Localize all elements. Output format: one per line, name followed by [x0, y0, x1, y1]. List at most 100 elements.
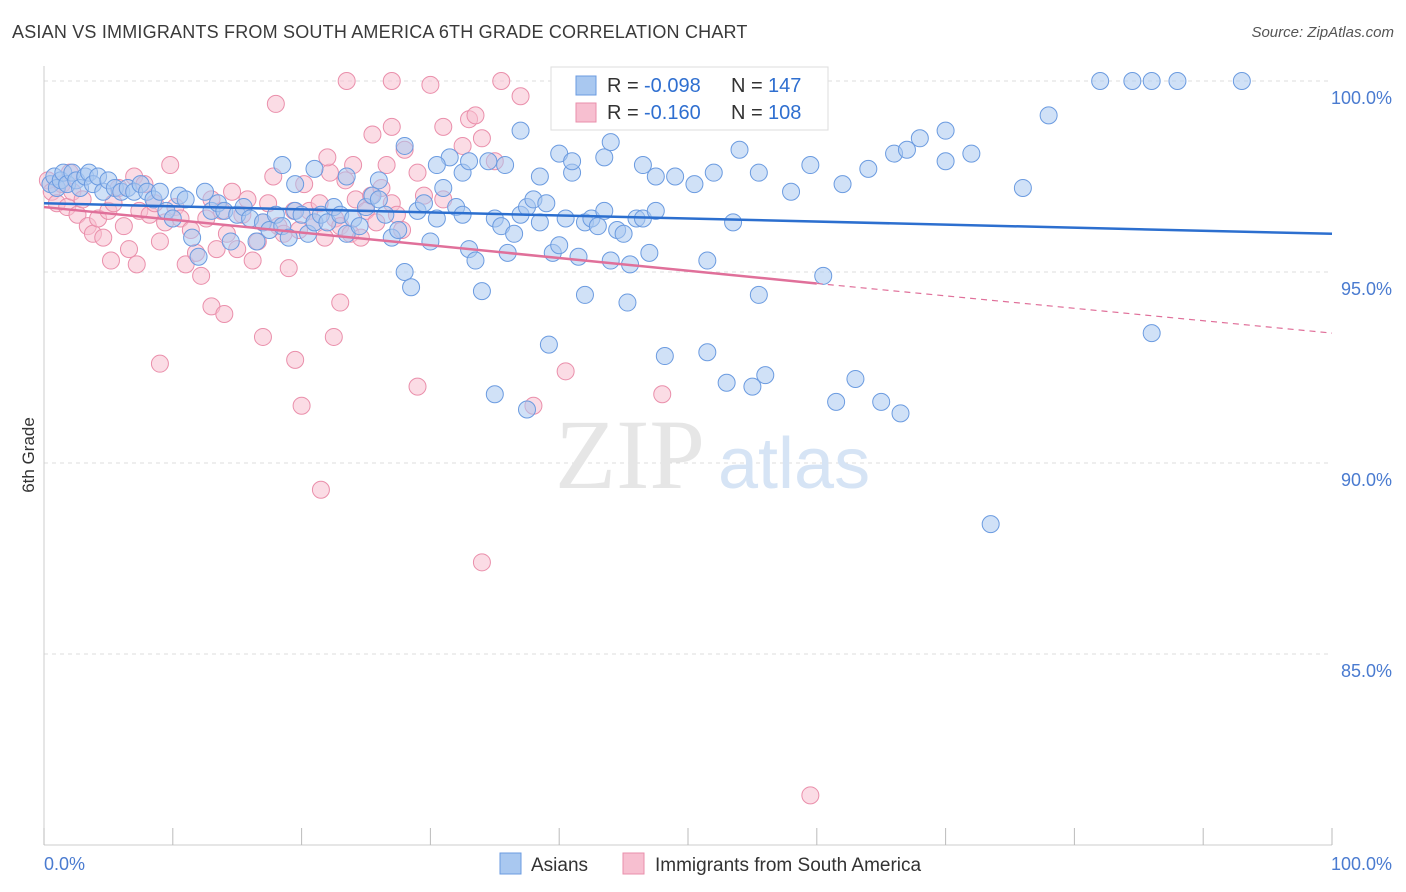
asian-point [782, 182, 801, 201]
asian-point [1232, 72, 1251, 90]
asian-point [640, 243, 659, 262]
y-axis-label: 6th Grade [19, 417, 38, 493]
stats-swatch-asian [575, 75, 597, 96]
asian-point [685, 175, 704, 194]
asian-point [472, 282, 491, 301]
stats-n-label-sa: N = [731, 102, 763, 124]
stats-n-value-asian: 147 [768, 75, 801, 97]
sa-point [311, 480, 330, 499]
legend-swatch-sa [622, 852, 645, 875]
stats-r-label-sa: R = [607, 102, 639, 124]
asian-point [427, 156, 446, 175]
sa-point [466, 106, 485, 125]
asian-point [859, 159, 878, 178]
x-tick-label-min: 0.0% [44, 854, 85, 874]
sa-point [492, 72, 511, 90]
asian-point [666, 167, 685, 186]
stats-r-value-asian: -0.098 [644, 75, 701, 97]
asian-point [981, 515, 1000, 534]
asian-point [402, 278, 421, 297]
sa-point [331, 293, 350, 312]
asian-point [434, 178, 453, 197]
stats-r-value-sa: -0.160 [644, 102, 701, 124]
asian-point [1142, 72, 1161, 90]
asian-point [563, 152, 582, 171]
asian-point [395, 263, 414, 281]
sa-point [253, 327, 272, 346]
asian-point [537, 194, 556, 213]
asian-point [460, 152, 479, 171]
asian-point [814, 266, 833, 285]
sa-point [801, 786, 820, 805]
asian-point [749, 163, 768, 182]
asian-point [479, 152, 498, 171]
sa-point [286, 350, 305, 369]
asian-point [614, 224, 633, 243]
x-tick-label-max: 100.0% [1331, 854, 1392, 874]
asian-point [286, 175, 305, 194]
asian-point [511, 121, 530, 140]
y-tick-label: 95.0% [1341, 279, 1392, 299]
sa-point [114, 217, 133, 236]
stats-box-frame [550, 66, 829, 131]
asian-point [588, 217, 607, 236]
asian-point [962, 144, 981, 163]
sa-point [472, 129, 491, 148]
asian-point [376, 205, 395, 224]
asian-point [1039, 106, 1058, 125]
asian-point [646, 201, 665, 220]
legend-label-asian: Asians [531, 855, 588, 876]
asian-point [891, 404, 910, 423]
sa-point [120, 240, 139, 259]
asian-point [247, 232, 266, 251]
asian-point [698, 251, 717, 270]
asian-point [827, 392, 846, 411]
source-credit: Source: ZipAtlas.com [1251, 24, 1394, 41]
asian-point [601, 251, 620, 270]
asian-point [1091, 72, 1110, 90]
asian-point [279, 228, 298, 247]
asian-point [1123, 72, 1142, 90]
asian-point [1013, 178, 1032, 197]
asian-point [833, 175, 852, 194]
stats-swatch-sa [575, 102, 597, 123]
sa-point [318, 148, 337, 167]
asian-point [846, 369, 865, 388]
sa-point [207, 240, 226, 259]
sa-point [223, 182, 242, 201]
asian-point [350, 217, 369, 236]
sa-trend-line-dashed [816, 282, 1333, 334]
sa-point [279, 259, 298, 278]
sa-point [434, 117, 453, 136]
y-tick-label: 90.0% [1341, 470, 1392, 490]
asian-point [575, 285, 594, 304]
sa-point [363, 125, 382, 144]
sa-point [653, 385, 672, 404]
asian-point [646, 167, 665, 186]
asian-point [730, 140, 749, 159]
sa-point [127, 255, 146, 274]
asian-point [601, 133, 620, 152]
asian-point [221, 232, 240, 251]
sa-point [453, 136, 472, 155]
sa-point [161, 156, 180, 175]
sa-point [192, 266, 211, 285]
asian-point [872, 392, 891, 411]
sa-point [382, 72, 401, 90]
watermark: ZIP atlas [555, 399, 870, 510]
asian-point [505, 224, 524, 243]
asian-point [369, 190, 388, 209]
asian-point [176, 190, 195, 209]
asian-point [485, 385, 504, 404]
asian-point [655, 347, 674, 366]
asian-point [936, 121, 955, 140]
asian-point [749, 285, 768, 304]
asian-point [539, 335, 558, 354]
asian-point [518, 400, 536, 419]
asian-point [1142, 324, 1161, 343]
asian-point [743, 377, 762, 396]
asian-point [189, 247, 208, 266]
sa-point [266, 94, 285, 113]
sa-point [101, 251, 120, 270]
asian-point [530, 167, 549, 186]
